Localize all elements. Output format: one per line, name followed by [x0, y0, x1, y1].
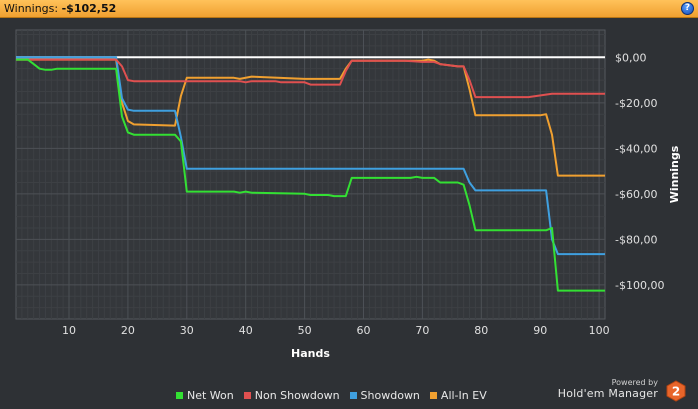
- title-value: -$102,52: [61, 2, 117, 15]
- y-tick-label: -$80,00: [615, 233, 657, 246]
- brand-name: Hold'em Manager: [557, 387, 658, 400]
- legend-item: Net Won: [176, 389, 234, 402]
- legend-label: Showdown: [360, 389, 420, 402]
- legend-label: All-In EV: [440, 389, 487, 402]
- help-icon[interactable]: ?: [681, 2, 694, 15]
- legend-swatch: [176, 392, 183, 399]
- legend-label: Net Won: [187, 389, 234, 402]
- y-axis-label: Winnings: [668, 145, 681, 203]
- series-line-net-won: [16, 58, 605, 292]
- x-tick-label: 70: [415, 324, 429, 337]
- x-tick-label: 80: [474, 324, 488, 337]
- series-line-showdown: [16, 56, 605, 256]
- title: Winnings: -$102,52: [4, 2, 116, 15]
- legend-item: Showdown: [349, 389, 420, 402]
- y-tick-label: -$20,00: [615, 97, 657, 110]
- x-tick-label: 10: [62, 324, 76, 337]
- chart-ticks: 10 20 30 40 50 60 70 80 90 100 $0,00 -$20,00 -$40,00…: [62, 51, 664, 337]
- x-tick-label: 50: [298, 324, 312, 337]
- title-bar: Winnings: -$102,52 ?: [0, 0, 698, 18]
- legend-label: Non Showdown: [254, 389, 340, 402]
- x-tick-label: 90: [533, 324, 547, 337]
- chart-grid: [15, 29, 606, 320]
- y-tick-label: -$60,00: [615, 188, 657, 201]
- powered-by: Powered by Hold'em Manager: [558, 378, 658, 400]
- y-tick-label: -$100,00: [615, 279, 664, 292]
- logo-version: 2: [672, 385, 680, 399]
- series-line-non-showdown: [16, 58, 605, 99]
- y-tick-label: -$40,00: [615, 142, 657, 155]
- x-tick-label: 100: [589, 324, 610, 337]
- x-axis-label: Hands: [291, 347, 330, 360]
- chart-legend: Net Won Non Showdown Showdown All-In EV: [176, 389, 487, 402]
- title-label: Winnings:: [4, 2, 59, 15]
- legend-item: All-In EV: [429, 389, 487, 402]
- legend-item: Non Showdown: [243, 389, 340, 402]
- legend-swatch: [243, 392, 251, 399]
- winnings-chart: 10 20 30 40 50 60 70 80 90 100 $0,00 -$20,00 -$40,00…: [15, 29, 681, 360]
- x-tick-label: 20: [121, 324, 135, 337]
- x-tick-label: 30: [180, 324, 194, 337]
- y-tick-label: $0,00: [615, 51, 647, 64]
- legend-swatch: [349, 392, 357, 399]
- chart-series: [16, 56, 605, 292]
- powered-by-text: Powered by: [611, 378, 658, 387]
- legend-swatch: [429, 392, 437, 399]
- hem-logo-icon: 2: [666, 380, 686, 402]
- x-tick-label: 40: [239, 324, 253, 337]
- x-tick-label: 60: [357, 324, 371, 337]
